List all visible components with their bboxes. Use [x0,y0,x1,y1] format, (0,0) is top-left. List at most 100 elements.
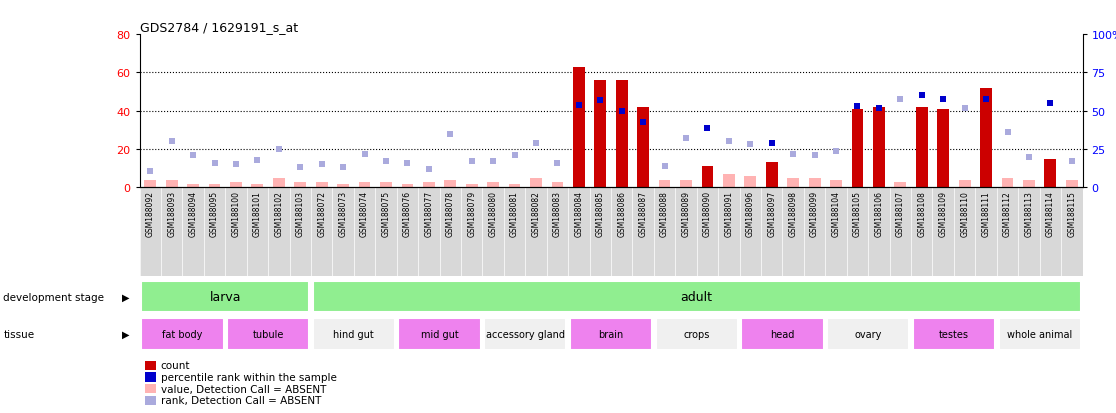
Bar [273,178,285,188]
Text: larva: larva [210,290,241,304]
Bar [381,182,392,188]
Text: GSM188100: GSM188100 [231,190,240,237]
Bar [744,176,757,188]
Text: GSM188089: GSM188089 [682,190,691,237]
Bar [230,182,242,188]
Bar [316,182,328,188]
Text: rank, Detection Call = ABSENT: rank, Detection Call = ABSENT [161,395,321,405]
Bar [251,184,263,188]
Text: testes: testes [939,329,969,339]
Text: whole animal: whole animal [1007,329,1072,339]
Text: GSM188107: GSM188107 [896,190,905,237]
Bar [142,281,309,313]
Bar [999,318,1080,351]
Bar [312,281,1080,313]
Text: GSM188084: GSM188084 [575,190,584,237]
Text: mid gut: mid gut [421,329,459,339]
Text: GSM188097: GSM188097 [768,190,777,237]
Bar [616,81,627,188]
Bar [766,163,778,188]
Text: GSM188114: GSM188114 [1046,190,1055,236]
Text: GSM188103: GSM188103 [296,190,305,237]
Text: GSM188091: GSM188091 [724,190,733,237]
Text: GSM188072: GSM188072 [317,190,326,237]
Bar [741,318,824,351]
Text: GSM188087: GSM188087 [638,190,647,237]
Text: GSM188098: GSM188098 [789,190,798,237]
Text: GSM188096: GSM188096 [745,190,754,237]
Text: value, Detection Call = ABSENT: value, Detection Call = ABSENT [161,384,326,394]
Text: GSM188073: GSM188073 [338,190,347,237]
Text: tissue: tissue [3,329,35,339]
Bar [358,182,371,188]
Bar [144,180,156,188]
Bar [142,318,223,351]
Bar [423,182,435,188]
Bar [658,180,671,188]
Bar [1066,180,1078,188]
Text: GSM188113: GSM188113 [1024,190,1033,236]
Bar [916,108,927,188]
Text: GSM188086: GSM188086 [617,190,626,237]
Bar [573,68,585,188]
Text: GSM188082: GSM188082 [531,190,540,236]
Text: ▶: ▶ [123,292,129,302]
Text: GDS2784 / 1629191_s_at: GDS2784 / 1629191_s_at [140,21,298,34]
Bar [530,178,542,188]
Bar [1002,178,1013,188]
Bar [655,318,738,351]
Text: hind gut: hind gut [334,329,374,339]
Text: GSM188112: GSM188112 [1003,190,1012,236]
Bar [702,167,713,188]
Text: GSM188092: GSM188092 [146,190,155,237]
Text: GSM188106: GSM188106 [875,190,884,237]
Text: GSM188085: GSM188085 [596,190,605,237]
Text: GSM188081: GSM188081 [510,190,519,236]
Text: tubule: tubule [252,329,283,339]
Text: percentile rank within the sample: percentile rank within the sample [161,372,337,382]
Bar [227,318,309,351]
Text: GSM188076: GSM188076 [403,190,412,237]
Text: development stage: development stage [3,292,105,302]
Bar [595,81,606,188]
Bar [312,318,395,351]
Text: GSM188080: GSM188080 [489,190,498,237]
Bar [894,182,906,188]
Text: crops: crops [684,329,710,339]
Bar [873,108,885,188]
Bar [1045,159,1056,188]
Text: GSM188088: GSM188088 [660,190,670,236]
Bar [830,180,841,188]
Bar [980,88,992,188]
Bar [551,182,564,188]
Text: GSM188101: GSM188101 [253,190,262,236]
Bar [488,182,499,188]
Bar [937,109,949,188]
Text: adult: adult [681,290,713,304]
Text: head: head [770,329,795,339]
Text: GSM188074: GSM188074 [360,190,369,237]
Text: GSM188078: GSM188078 [445,190,454,237]
Text: GSM188110: GSM188110 [960,190,969,236]
Bar [398,318,481,351]
Text: GSM188105: GSM188105 [853,190,862,237]
Text: accessory gland: accessory gland [485,329,565,339]
Bar [723,175,734,188]
Bar [1023,180,1035,188]
Bar [187,184,199,188]
Text: fat body: fat body [162,329,202,339]
Bar [509,184,520,188]
Text: GSM188079: GSM188079 [468,190,477,237]
Bar [787,178,799,188]
Text: GSM188095: GSM188095 [210,190,219,237]
Bar [570,318,652,351]
Text: GSM188099: GSM188099 [810,190,819,237]
Text: GSM188104: GSM188104 [831,190,840,237]
Bar [680,180,692,188]
Bar [444,180,456,188]
Bar [827,318,910,351]
Text: GSM188077: GSM188077 [424,190,433,237]
Text: GSM188090: GSM188090 [703,190,712,237]
Text: GSM188111: GSM188111 [982,190,991,236]
Text: brain: brain [598,329,624,339]
